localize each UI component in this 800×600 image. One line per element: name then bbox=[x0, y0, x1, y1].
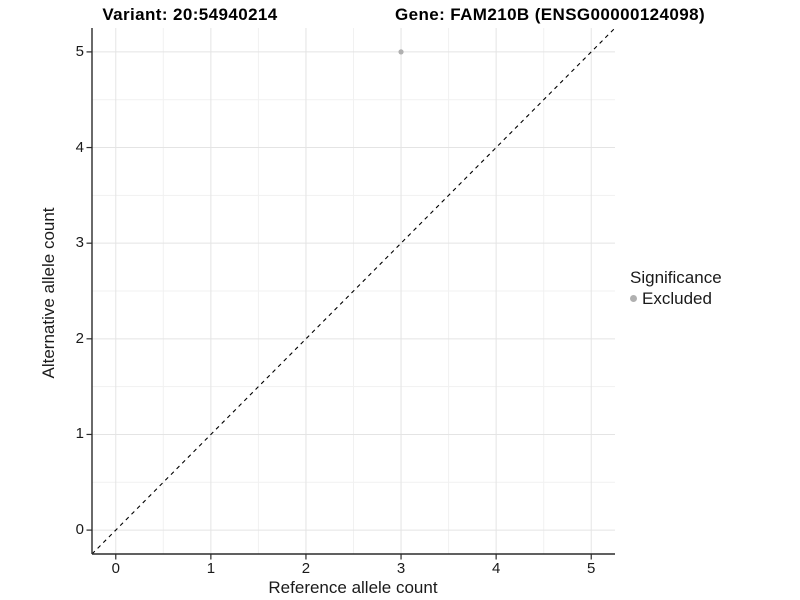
legend-item-label: Excluded bbox=[642, 289, 712, 308]
legend: Significance Excluded bbox=[630, 268, 722, 308]
legend-title: Significance bbox=[630, 268, 722, 287]
identity-dashed-line bbox=[91, 27, 616, 555]
legend-items: Excluded bbox=[630, 289, 722, 308]
y-tick-label: 0 bbox=[75, 521, 84, 539]
x-tick-label: 4 bbox=[491, 560, 501, 577]
x-axis-title: Reference allele count bbox=[268, 578, 438, 597]
x-tick-label: 1 bbox=[206, 560, 216, 577]
y-tick-label: 1 bbox=[75, 425, 84, 443]
legend-item: Excluded bbox=[630, 289, 722, 308]
y-tick-label: 2 bbox=[75, 329, 84, 347]
y-tick-label: 4 bbox=[75, 138, 84, 156]
data-point bbox=[398, 49, 404, 55]
x-tick-label: 0 bbox=[111, 560, 120, 577]
plot-title-variant: Variant: 20:54940214 bbox=[102, 5, 278, 24]
y-tick-label: 5 bbox=[75, 42, 84, 60]
x-tick-label: 3 bbox=[396, 560, 406, 577]
y-tick-label: 3 bbox=[75, 234, 84, 252]
x-tick-label: 2 bbox=[301, 560, 311, 577]
legend-point-icon bbox=[630, 295, 637, 302]
x-tick-label: 5 bbox=[587, 560, 596, 577]
plot-panel bbox=[86, 27, 616, 560]
plot-canvas bbox=[86, 27, 616, 560]
plot-title-gene: Gene: FAM210B (ENSG00000124098) bbox=[394, 5, 706, 24]
